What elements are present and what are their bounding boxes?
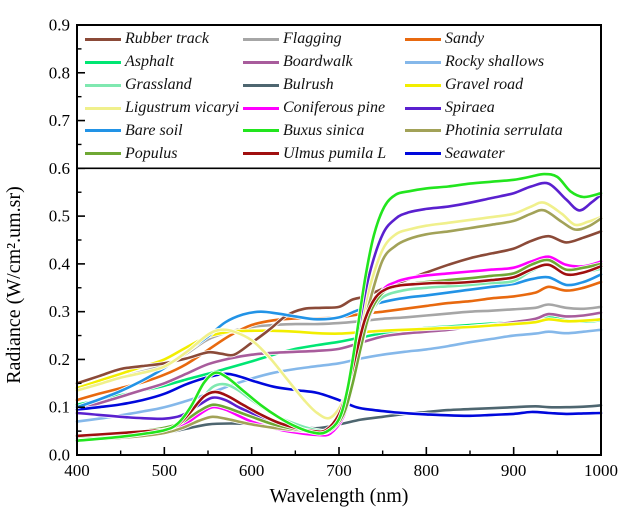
legend-label: Rubber track [125,30,209,48]
legend-item: Bare soil [85,120,243,142]
legend-line-swatch [405,83,441,87]
legend-label: Bare soil [125,121,183,139]
legend-item: Ligustrum vicaryi [85,97,243,119]
legend-label: Spiraea [445,99,495,117]
y-axis-title: Radiance (W/cm².um.sr) [3,186,25,384]
legend-item: Ulmus pumila L [243,143,405,165]
x-axis-title: Wavelength (nm) [270,485,409,507]
legend-label: Ligustrum vicaryi [125,99,240,117]
legend-label: Gravel road [445,76,524,94]
legend-item: Gravel road [405,74,600,96]
legend-line-swatch [85,106,121,110]
legend-item: Photinia serrulata [405,120,600,142]
legend-line-swatch [405,129,441,133]
legend-line-swatch [243,106,279,110]
legend-line-swatch [405,60,441,64]
legend-label: Populus [125,144,178,162]
legend-label: Buxus sinica [283,121,365,139]
y-tick-label: 0.4 [49,254,71,273]
chart-legend: Rubber track Flagging Sandy Asphalt Boardwal… [78,26,600,167]
x-tick-label: 700 [326,461,352,480]
legend-item: Rubber track [85,28,243,50]
legend-line-swatch [85,37,121,41]
x-tick-label: 400 [64,461,90,480]
legend-item: Grassland [85,74,243,96]
y-tick-label: 0.5 [49,207,70,226]
x-tick-label: 800 [414,461,440,480]
legend-line-swatch [243,152,279,156]
series-gravel-road [75,317,603,390]
legend-item: Populus [85,143,243,165]
series-buxus-sinica [75,172,603,442]
y-tick-label: 0.3 [49,302,70,321]
legend-line-swatch [85,129,121,133]
legend-label: Asphalt [125,53,174,71]
y-tick-label: 0.7 [49,111,71,130]
legend-item: Bulrush [243,74,405,96]
legend-line-swatch [85,83,121,87]
x-tick-label: 900 [501,461,527,480]
legend-line-swatch [85,152,121,156]
legend-box-background [77,25,601,169]
legend-item: Asphalt [85,51,243,73]
legend-item: Coniferous pine [243,97,405,119]
legend-label: Boardwalk [283,53,353,71]
series-sandy [75,280,603,402]
legend-line-swatch [243,37,279,41]
x-tick-label: 1000 [584,461,618,480]
series-boardwalk [75,311,603,411]
series-rubber-track [75,230,603,385]
legend-line-swatch [243,129,279,133]
legend-line-swatch [405,106,441,110]
legend-item: Sandy [405,28,600,50]
series-rocky-shallows [75,328,603,423]
legend-item: Spiraea [405,97,600,119]
legend-label: Seawater [445,144,505,162]
legend-item: Buxus sinica [243,120,405,142]
y-tick-label: 0.0 [49,446,70,465]
legend-line-swatch [243,83,279,87]
y-tick-label: 0.1 [49,398,70,417]
legend-label: Rocky shallows [445,53,545,71]
y-tick-label: 0.8 [49,63,70,82]
legend-label: Sandy [445,30,485,48]
legend-line-swatch [405,37,441,41]
legend-line-swatch [405,152,441,156]
legend-item: Flagging [243,28,405,50]
y-tick-label: 0.6 [49,159,70,178]
x-tick-label: 600 [239,461,265,480]
legend-item: Boardwalk [243,51,405,73]
legend-label: Flagging [283,30,342,48]
legend-label: Grassland [125,76,192,94]
legend-item: Seawater [405,143,600,165]
legend-label: Ulmus pumila L [283,144,387,162]
x-tick-label: 500 [152,461,178,480]
legend-item: Rocky shallows [405,51,600,73]
legend-label: Photinia serrulata [445,121,563,139]
y-tick-label: 0.9 [49,16,70,35]
legend-label: Coniferous pine [283,99,386,117]
y-tick-label: 0.2 [49,350,70,369]
legend-label: Bulrush [283,76,334,94]
legend-line-swatch [85,60,121,64]
legend-line-swatch [243,60,279,64]
